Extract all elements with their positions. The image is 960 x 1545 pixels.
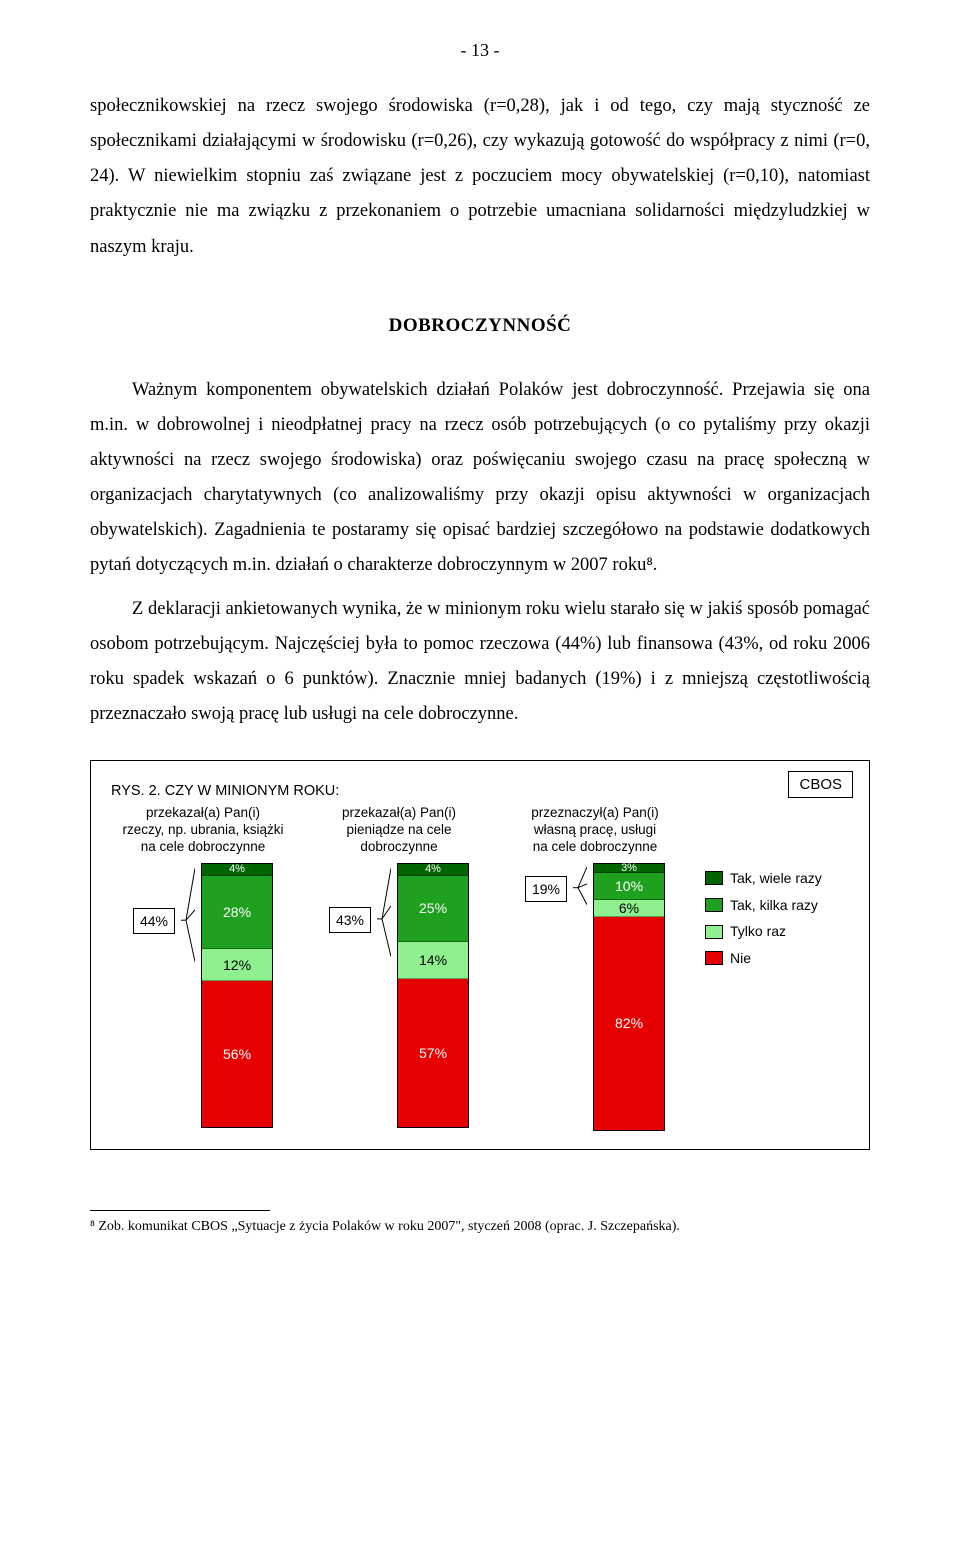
chart-group: przekazał(a) Pan(i)rzeczy, np. ubrania, …: [109, 803, 297, 1128]
chart-legend: Tak, wiele razyTak, kilka razyTylko razN…: [705, 865, 822, 971]
paragraph-3: Z deklaracji ankietowanych wynika, że w …: [90, 592, 870, 733]
paragraph-2: Ważnym komponentem obywatelskich działań…: [90, 373, 870, 584]
chart-row: przekazał(a) Pan(i)rzeczy, np. ubrania, …: [109, 803, 851, 1131]
bar-segment: 28%: [202, 876, 272, 950]
chart-group-header: przekazał(a) Pan(i)pieniądze na celedobr…: [305, 803, 493, 857]
bar-segment: 4%: [202, 864, 272, 875]
bar-segment: 4%: [398, 864, 468, 875]
bar-segment: 14%: [398, 942, 468, 979]
chart-group: przeznaczył(a) Pan(i)własną pracę, usług…: [501, 803, 689, 1131]
stacked-bar: 4%28%12%56%: [201, 863, 273, 1128]
bar-wrap: 44% 4%28%12%56%: [109, 863, 297, 1128]
page-number: - 13 -: [90, 40, 870, 61]
page: - 13 - społecznikowskiej na rzecz swojeg…: [0, 0, 960, 1275]
legend-swatch: [705, 871, 723, 885]
bar-segment: 56%: [202, 981, 272, 1127]
legend-swatch: [705, 898, 723, 912]
legend-item: Tak, wiele razy: [705, 865, 822, 892]
stacked-bar: 3%10%6%82%: [593, 863, 665, 1131]
legend-swatch: [705, 925, 723, 939]
bar-segment: 57%: [398, 979, 468, 1127]
legend-label: Nie: [730, 945, 751, 972]
legend-label: Tylko raz: [730, 918, 786, 945]
bar-segment: 12%: [202, 949, 272, 981]
legend-swatch: [705, 951, 723, 965]
body-text-2: Ważnym komponentem obywatelskich działań…: [90, 373, 870, 732]
legend-item: Tak, kilka razy: [705, 892, 822, 919]
body-text: społecznikowskiej na rzecz swojego środo…: [90, 89, 870, 265]
bar-segment: 10%: [594, 873, 664, 900]
footnote: ⁸ Zob. komunikat CBOS „Sytuacje z życia …: [90, 1219, 870, 1235]
bar-segment: 25%: [398, 876, 468, 942]
callout-bracket: [573, 863, 587, 912]
callout-total: 43%: [329, 907, 371, 933]
bar-segment: 3%: [594, 864, 664, 873]
legend-label: Tak, wiele razy: [730, 865, 822, 892]
legend-label: Tak, kilka razy: [730, 892, 818, 919]
bar-segment: 82%: [594, 917, 664, 1130]
bar-segment: 6%: [594, 900, 664, 917]
legend-item: Tylko raz: [705, 918, 822, 945]
chart-box: CBOS RYS. 2. CZY W MINIONYM ROKU: przeka…: [90, 760, 870, 1150]
chart-group-header: przekazał(a) Pan(i)rzeczy, np. ubrania, …: [109, 803, 297, 857]
chart-title: RYS. 2. CZY W MINIONYM ROKU:: [111, 783, 851, 799]
chart-group-header: przeznaczył(a) Pan(i)własną pracę, usług…: [501, 803, 689, 857]
stacked-bar: 4%25%14%57%: [397, 863, 469, 1128]
callout-total: 44%: [133, 908, 175, 934]
bar-wrap: 43% 4%25%14%57%: [305, 863, 493, 1128]
callout-total: 19%: [525, 876, 567, 902]
chart-group: przekazał(a) Pan(i)pieniądze na celedobr…: [305, 803, 493, 1128]
section-heading: DOBROCZYNNOŚĆ: [90, 315, 870, 337]
legend-item: Nie: [705, 945, 822, 972]
paragraph-1: społecznikowskiej na rzecz swojego środo…: [90, 89, 870, 265]
callout-bracket: [377, 863, 391, 975]
footnote-rule: [90, 1210, 270, 1211]
callout-bracket: [181, 863, 195, 977]
bar-wrap: 19% 3%10%6%82%: [501, 863, 689, 1131]
cbos-badge: CBOS: [788, 771, 853, 798]
